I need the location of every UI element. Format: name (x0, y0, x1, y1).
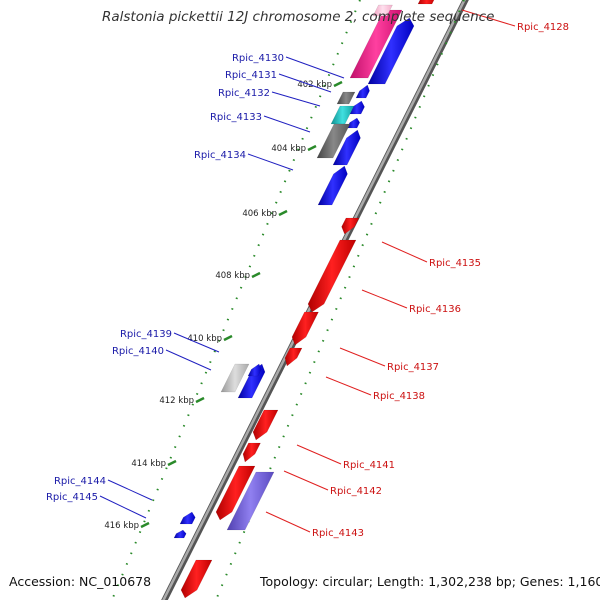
tick-marks: 402 kbp 404 kbp 406 kbp 408 kbp 410 kbp 412 k… (104, 80, 343, 531)
label-leader (285, 56, 345, 79)
gene-label-rpic-4145[interactable]: Rpic_4145 (46, 492, 98, 503)
gene-rpic-4131 (355, 84, 370, 99)
gene-rpic-4130-cog (349, 9, 403, 79)
gene-rpic-4144 (179, 511, 196, 525)
gene-rpic-4145 (173, 529, 187, 539)
tick-label: 406 kbp (242, 209, 277, 219)
tick-label: 410 kbp (187, 334, 222, 344)
gene-rpic-4133 (346, 117, 361, 129)
label-leader (325, 376, 372, 396)
tick-label: 404 kbp (271, 144, 306, 154)
gene-rpic-4146 (180, 559, 213, 599)
gene-label-rpic-4133[interactable]: Rpic_4133 (210, 112, 262, 123)
tick-label: 402 kbp (297, 80, 332, 90)
tick-label: 408 kbp (215, 271, 250, 281)
tick-mark (278, 209, 288, 217)
label-leader (99, 495, 147, 519)
label-leader (296, 444, 342, 465)
tick-mark (195, 396, 205, 404)
gene-label-rpic-4143[interactable]: Rpic_4143 (312, 528, 364, 539)
label-leader (283, 470, 329, 491)
label-leader (173, 332, 220, 353)
gene-label-rpic-4136[interactable]: Rpic_4136 (409, 304, 461, 315)
label-leader (339, 347, 386, 367)
inner-guide-track (111, 0, 361, 600)
gene-label-rpic-4131[interactable]: Rpic_4131 (225, 70, 277, 81)
label-leader (265, 511, 311, 533)
gene-rpic-4135 (341, 217, 360, 235)
gene-rpic-4136 (307, 239, 357, 313)
tick-mark (307, 144, 317, 152)
tick-label: 412 kbp (159, 396, 194, 406)
tick-mark (251, 271, 261, 279)
gene-rpic-4142 (242, 442, 261, 463)
label-leader (361, 289, 408, 309)
gene-rpic-4143 (215, 465, 256, 521)
tick-label: 414 kbp (131, 459, 166, 469)
label-leader (278, 73, 332, 93)
gene-label-rpic-4140[interactable]: Rpic_4140 (112, 346, 164, 357)
tick-mark (140, 521, 150, 529)
genome-summary-text: Topology: circular; Length: 1,302,238 bp… (260, 574, 600, 589)
label-leader (461, 9, 516, 27)
gene-rpic-4134 (332, 129, 361, 166)
tick-mark (333, 80, 343, 88)
gene-label-rpic-4137[interactable]: Rpic_4137 (387, 362, 439, 373)
label-leader (263, 115, 311, 133)
gene-label-rpic-4144[interactable]: Rpic_4144 (54, 476, 106, 487)
gene-rpic-4128-cog (372, 4, 393, 17)
gene-rpic-4138 (284, 347, 303, 367)
gene-label-rpic-4132[interactable]: Rpic_4132 (218, 88, 270, 99)
gene-label-rpic-4134[interactable]: Rpic_4134 (194, 150, 246, 161)
map-title: Ralstonia pickettii 12J chromosome 2, co… (102, 9, 495, 25)
gene-rpic-4131-cog (336, 91, 356, 105)
tick-mark (223, 334, 233, 342)
tick-label: 416 kbp (104, 521, 139, 531)
gene-rpic-4143-cog (226, 471, 275, 531)
gene-rpic-4134b (317, 165, 348, 206)
label-leader (165, 349, 212, 371)
gene-label-rpic-4141[interactable]: Rpic_4141 (343, 460, 395, 471)
gene-label-rpic-4135[interactable]: Rpic_4135 (429, 258, 481, 269)
gene-rpic-4139 (247, 363, 262, 377)
gene-label-rpic-4139[interactable]: Rpic_4139 (120, 329, 172, 340)
gene-label-rpic-4142[interactable]: Rpic_4142 (330, 486, 382, 497)
gene-rpic-4140-cog (220, 363, 250, 393)
label-leader (107, 479, 153, 501)
gene-rpic-4134-cog (316, 123, 351, 159)
accession-text: Accession: NC_010678 (9, 574, 152, 589)
gene-rpic-4128 (417, 0, 435, 5)
gene-labels[interactable]: Rpic_4130 Rpic_4131 Rpic_4132 Rpic_4133 Rpic… (46, 22, 569, 539)
gene-rpic-4141 (252, 409, 279, 441)
gene-features (173, 0, 435, 599)
gene-label-rpic-4130[interactable]: Rpic_4130 (232, 53, 284, 64)
gene-rpic-4130 (367, 17, 415, 85)
tick-mark (167, 459, 177, 467)
label-leaders (99, 9, 516, 533)
gene-rpic-4137 (291, 311, 319, 346)
gene-label-rpic-4138[interactable]: Rpic_4138 (373, 391, 425, 402)
label-leader (271, 91, 321, 107)
label-leader (381, 241, 428, 263)
label-leader (247, 153, 294, 171)
gene-label-rpic-4128[interactable]: Rpic_4128 (517, 22, 569, 33)
gene-rpic-4133-cog (330, 105, 355, 125)
